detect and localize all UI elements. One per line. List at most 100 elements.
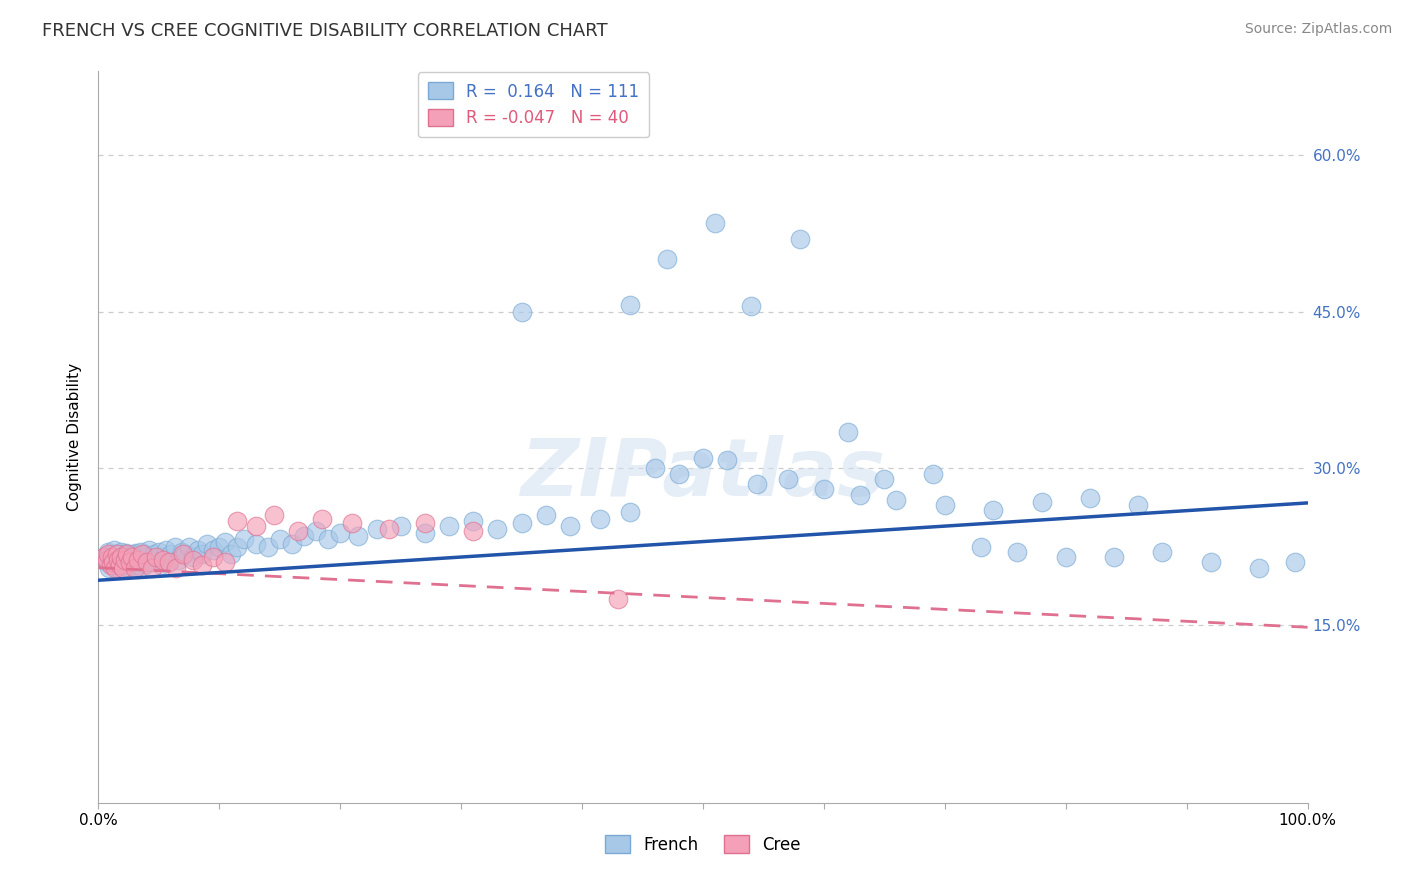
Point [105, 556, 128, 570]
Point [1054, 550, 1077, 565]
Text: FRENCH VS CREE COGNITIVE DISABILITY CORRELATION CHART: FRENCH VS CREE COGNITIVE DISABILITY CORR… [42, 22, 607, 40]
Point [108, 552, 131, 566]
Point [389, 519, 412, 533]
Point [98, 560, 121, 574]
Point [131, 547, 153, 561]
Point [172, 547, 194, 561]
Point [127, 550, 149, 565]
Point [256, 540, 278, 554]
Point [152, 553, 174, 567]
Point [463, 524, 485, 538]
Point [776, 472, 799, 486]
Point [366, 522, 388, 536]
Legend: French, Cree: French, Cree [599, 829, 807, 860]
Point [1078, 491, 1101, 505]
Point [463, 514, 485, 528]
Point [141, 556, 163, 570]
Point [145, 552, 167, 566]
Point [121, 558, 143, 573]
Point [93, 550, 115, 565]
Point [145, 550, 167, 565]
Point [104, 560, 127, 574]
Point [97, 545, 120, 559]
Point [150, 558, 173, 572]
Point [103, 543, 125, 558]
Point [837, 425, 859, 439]
Point [108, 560, 131, 574]
Point [157, 556, 180, 570]
Point [124, 560, 146, 574]
Point [111, 560, 134, 574]
Point [128, 556, 150, 570]
Point [129, 545, 152, 559]
Point [221, 547, 243, 561]
Point [118, 556, 141, 570]
Point [873, 472, 896, 486]
Point [163, 540, 186, 554]
Point [179, 540, 201, 554]
Point [245, 536, 267, 550]
Point [96, 556, 118, 570]
Point [118, 556, 141, 570]
Point [110, 550, 132, 565]
Point [143, 547, 166, 561]
Point [1152, 545, 1174, 559]
Point [120, 552, 142, 566]
Point [486, 522, 509, 536]
Point [413, 516, 436, 530]
Point [127, 553, 149, 567]
Point [668, 467, 690, 481]
Point [1007, 545, 1029, 559]
Point [167, 553, 190, 567]
Point [789, 231, 811, 245]
Point [716, 453, 738, 467]
Point [115, 546, 138, 560]
Point [747, 477, 769, 491]
Point [214, 534, 236, 549]
Point [108, 558, 131, 572]
Point [305, 524, 328, 538]
Point [287, 524, 309, 538]
Point [181, 550, 204, 565]
Point [619, 505, 641, 519]
Point [114, 553, 136, 567]
Point [97, 547, 120, 561]
Point [292, 529, 315, 543]
Point [160, 547, 183, 561]
Point [692, 450, 714, 465]
Point [101, 556, 124, 570]
Point [921, 467, 943, 481]
Point [121, 550, 143, 565]
Point [510, 516, 533, 530]
Point [607, 592, 630, 607]
Point [124, 553, 146, 567]
Point [125, 546, 148, 560]
Point [117, 559, 139, 574]
Point [100, 558, 122, 572]
Point [1031, 495, 1053, 509]
Point [437, 519, 460, 533]
Point [311, 511, 333, 525]
Point [100, 550, 122, 565]
Point [152, 550, 174, 565]
Point [281, 536, 304, 550]
Point [112, 550, 135, 565]
Point [111, 558, 134, 572]
Point [1284, 556, 1306, 570]
Point [263, 508, 285, 523]
Point [981, 503, 1004, 517]
Point [101, 558, 124, 572]
Point [155, 543, 177, 558]
Point [1128, 498, 1150, 512]
Point [141, 560, 163, 574]
Point [329, 526, 352, 541]
Point [134, 547, 156, 561]
Point [187, 543, 209, 558]
Point [96, 553, 118, 567]
Point [934, 498, 956, 512]
Point [202, 550, 225, 565]
Point [208, 540, 231, 554]
Point [886, 492, 908, 507]
Point [118, 549, 141, 564]
Point [135, 550, 157, 565]
